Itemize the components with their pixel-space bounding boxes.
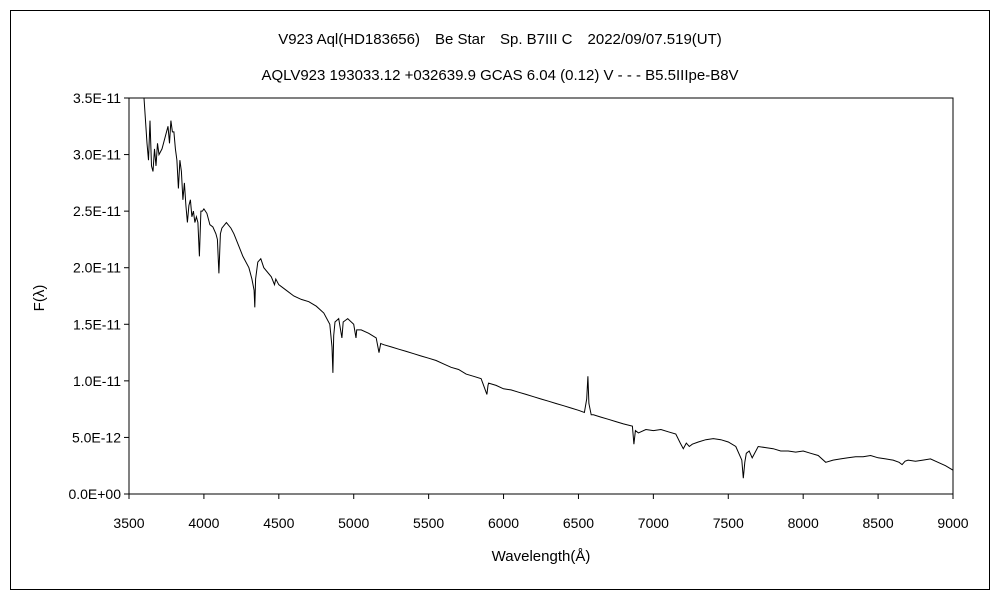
y-tick-label: 2.0E-11 bbox=[73, 260, 121, 276]
x-tick-label: 8000 bbox=[788, 515, 819, 531]
x-tick-label: 5500 bbox=[413, 515, 444, 531]
y-tick-label: 3.0E-11 bbox=[73, 147, 121, 163]
chart-subtitle: AQLV923 193033.12 +032639.9 GCAS 6.04 (0… bbox=[261, 67, 738, 84]
x-tick-label: 3500 bbox=[113, 515, 144, 531]
x-tick-label: 7000 bbox=[638, 515, 669, 531]
x-axis: 3500 4000 4500 5000 5500 6000 6500 7000 7500 8000… bbox=[113, 494, 969, 531]
x-axis-label: Wavelength(Å) bbox=[492, 548, 591, 565]
x-tick-label: 4500 bbox=[263, 515, 294, 531]
x-tick-label: 9000 bbox=[937, 515, 968, 531]
y-tick-label: 0.0E+00 bbox=[68, 486, 121, 502]
x-tick-label: 6500 bbox=[563, 515, 594, 531]
series-line-spectrum bbox=[143, 97, 954, 479]
y-axis-label: F(λ) bbox=[31, 285, 48, 312]
y-tick-label: 3.5E-11 bbox=[73, 90, 121, 106]
x-tick-label: 4000 bbox=[188, 515, 219, 531]
y-tick-label: 5.0E-12 bbox=[72, 429, 121, 445]
x-tick-label: 8500 bbox=[863, 515, 894, 531]
y-tick-label: 1.0E-11 bbox=[73, 373, 121, 389]
x-tick-label: 5000 bbox=[338, 515, 369, 531]
y-axis: 0.0E+00 5.0E-12 1.0E-11 1.5E-11 2.0E-11 2.5E-… bbox=[68, 90, 129, 502]
y-tick-label: 1.5E-11 bbox=[73, 316, 121, 332]
x-tick-label: 6000 bbox=[488, 515, 519, 531]
x-tick-label: 7500 bbox=[713, 515, 744, 531]
chart-title: V923 Aql(HD183656) Be Star Sp. B7III C 2… bbox=[278, 31, 722, 48]
y-tick-label: 2.5E-11 bbox=[73, 203, 121, 219]
plot-area bbox=[128, 97, 954, 495]
